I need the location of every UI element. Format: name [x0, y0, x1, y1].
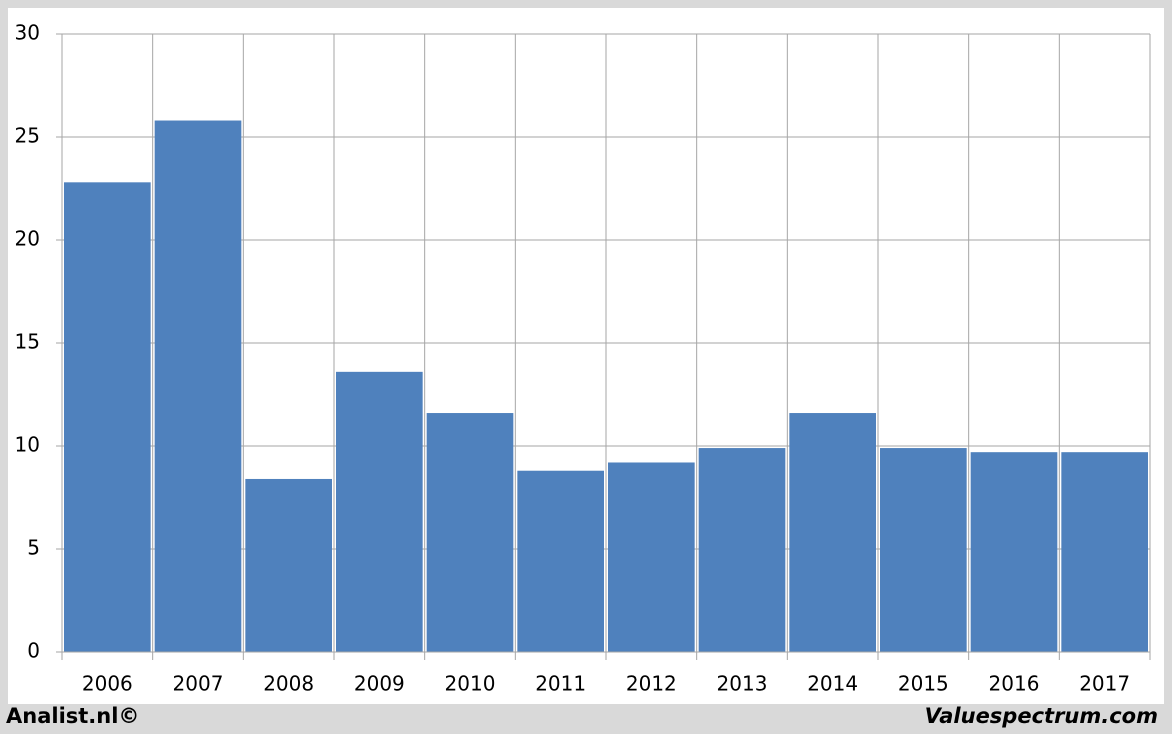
- bar: [245, 478, 332, 652]
- bar: [608, 462, 695, 652]
- x-tick-label: 2016: [989, 672, 1040, 696]
- x-tick-label: 2006: [82, 672, 133, 696]
- x-tick-label: 2008: [263, 672, 314, 696]
- x-tick-label: 2007: [173, 672, 224, 696]
- y-tick-label: 5: [27, 536, 40, 560]
- x-tick-label: 2010: [445, 672, 496, 696]
- y-tick-label: 25: [15, 124, 40, 148]
- x-tick-label: 2009: [354, 672, 405, 696]
- bar: [517, 470, 604, 652]
- y-tick-label: 0: [27, 639, 40, 663]
- bar: [698, 448, 786, 652]
- bar: [789, 413, 876, 652]
- bar: [154, 120, 242, 652]
- x-tick-label: 2013: [717, 672, 768, 696]
- x-tick-label: 2012: [626, 672, 677, 696]
- x-tick-label: 2011: [535, 672, 586, 696]
- x-tick-label: 2017: [1079, 672, 1130, 696]
- x-tick-label: 2014: [807, 672, 858, 696]
- bar: [880, 448, 967, 652]
- x-tick-label: 2015: [898, 672, 949, 696]
- y-tick-label: 20: [15, 227, 40, 251]
- bar: [1061, 452, 1148, 652]
- footer-right: Valuespectrum.com: [925, 704, 1158, 728]
- y-tick-label: 10: [15, 433, 40, 457]
- bar: [64, 182, 151, 652]
- y-tick-label: 15: [15, 330, 40, 354]
- bar: [970, 452, 1058, 652]
- bar: [336, 371, 423, 652]
- y-tick-label: 30: [15, 21, 40, 45]
- footer-left: Analist.nl©: [6, 704, 139, 728]
- bar: [426, 413, 514, 652]
